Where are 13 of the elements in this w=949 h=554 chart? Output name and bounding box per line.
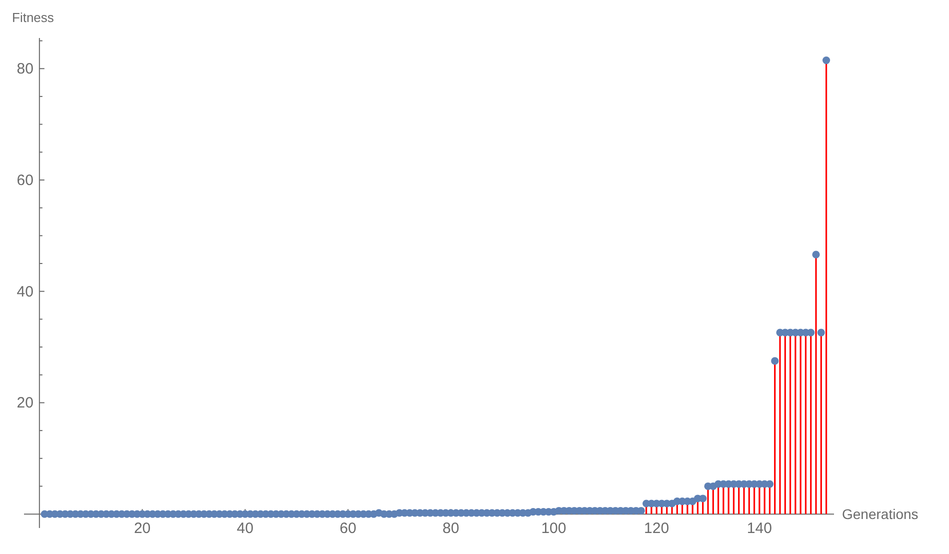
x-axis-title: Generations bbox=[842, 506, 918, 522]
x-tick-label: 40 bbox=[236, 520, 254, 538]
x-tick-label: 60 bbox=[340, 520, 356, 538]
y-tick-label: 20 bbox=[16, 394, 34, 412]
x-tick-label: 120 bbox=[644, 520, 670, 538]
y-tick-label: 80 bbox=[16, 60, 34, 78]
y-tick-label: 60 bbox=[16, 172, 34, 189]
x-tick-label: 80 bbox=[442, 520, 460, 538]
y-axis-title: Fitness bbox=[12, 10, 54, 25]
y-tick-label: 40 bbox=[16, 283, 34, 300]
x-tick-label: 140 bbox=[746, 520, 772, 538]
x-tick-label: 20 bbox=[134, 520, 151, 538]
x-tick-label: 100 bbox=[541, 520, 566, 538]
